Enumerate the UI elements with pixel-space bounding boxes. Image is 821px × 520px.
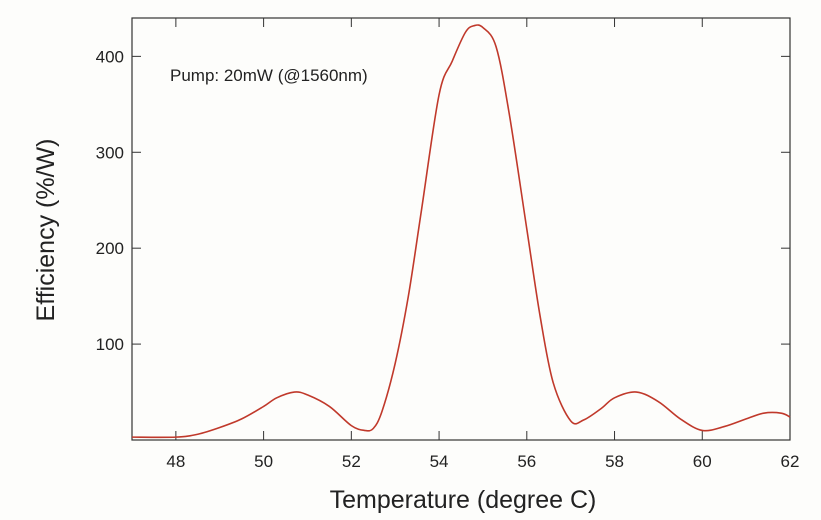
x-axis-title: Temperature (degree C)	[330, 486, 597, 514]
x-tick-label: 48	[166, 452, 185, 471]
data-point	[780, 412, 782, 414]
data-point	[658, 401, 660, 403]
data-point	[408, 295, 410, 297]
data-point	[276, 397, 278, 399]
data-point	[465, 32, 467, 34]
pump-annotation: Pump: 20mW (@1560nm)	[170, 66, 368, 85]
data-point	[495, 46, 497, 48]
data-point	[745, 418, 747, 420]
data-point	[601, 408, 603, 410]
x-tick-label: 62	[781, 452, 800, 471]
data-point	[763, 412, 765, 414]
data-point	[508, 113, 510, 115]
x-tick-label: 50	[254, 452, 273, 471]
x-tick-label: 56	[517, 452, 536, 471]
data-point	[381, 410, 383, 412]
data-point	[219, 427, 221, 429]
data-point	[307, 394, 309, 396]
data-point	[364, 430, 366, 432]
data-point	[329, 406, 331, 408]
data-point	[473, 25, 475, 27]
data-point	[131, 436, 133, 438]
data-point	[294, 391, 296, 393]
data-point	[636, 391, 638, 393]
y-tick-label: 400	[96, 47, 124, 66]
efficiency-series-line	[131, 24, 791, 439]
data-point	[263, 406, 265, 408]
data-point	[351, 425, 353, 427]
data-point	[680, 418, 682, 420]
data-point	[241, 418, 243, 420]
x-tick-label: 60	[693, 452, 712, 471]
x-tick-label: 52	[342, 452, 361, 471]
data-point	[482, 27, 484, 29]
y-axis-title: Efficiency (%/W)	[32, 139, 60, 322]
data-point	[723, 426, 725, 428]
data-point	[789, 416, 791, 418]
data-point	[552, 382, 554, 384]
y-tick-label: 200	[96, 239, 124, 258]
plot-frame	[131, 17, 791, 441]
data-point	[175, 436, 177, 438]
data-point	[570, 420, 572, 422]
data-point	[526, 228, 528, 230]
x-tick-label: 58	[605, 452, 624, 471]
data-point	[451, 60, 453, 62]
data-point	[421, 209, 423, 211]
y-tick-label: 300	[96, 143, 124, 162]
data-point	[701, 430, 703, 432]
data-point	[197, 433, 199, 435]
x-tick-label: 54	[430, 452, 449, 471]
data-point	[539, 315, 541, 317]
data-point	[614, 397, 616, 399]
data-point	[372, 428, 374, 430]
data-point	[394, 362, 396, 364]
data-point	[438, 94, 440, 96]
data-point	[583, 419, 585, 421]
y-tick-label: 100	[96, 335, 124, 354]
